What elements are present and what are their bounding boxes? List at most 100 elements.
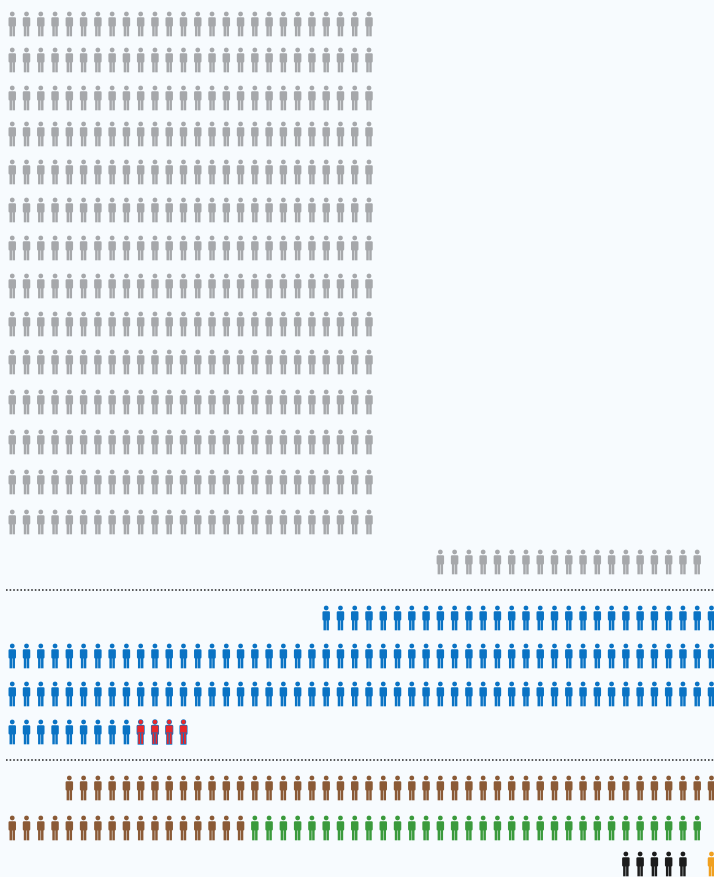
gray-group-person-icon [350,273,359,299]
gray-group-person-icon [165,85,173,111]
blue-group-person-icon [622,643,630,669]
gray-group-person-icon [279,159,288,185]
blue-group-person-icon [693,643,701,669]
blue-group-person-icon [293,681,302,707]
blue-group-person-icon [522,605,530,631]
gray-group-person-icon [236,389,245,415]
gray-group-person-icon [222,469,231,495]
gray-group-person-icon [22,273,31,299]
gray-group-person-icon [365,429,373,455]
black-group-person-icon [664,851,673,877]
gray-group-person-icon [136,509,145,535]
blue-group-person-icon [636,643,644,669]
gray-group-person-icon [136,389,145,415]
gray-group-person-icon [322,197,330,223]
gray-group-person-icon [179,311,188,337]
brown-group-person-icon [565,775,573,801]
gray-group-person-icon [65,121,74,147]
brown-group-person-icon [607,775,616,801]
gray-group-person-icon [79,235,88,261]
green-group-person-icon [365,815,373,841]
blue-group-person-icon [265,643,273,669]
gray-group-person-icon [322,429,330,455]
blue-group-person-icon [322,681,330,707]
blue-group-person-icon [236,681,245,707]
green-group-person-icon [293,815,302,841]
brown-group-person-icon [165,775,173,801]
brown-group-person-icon [593,775,602,801]
brown-group-person-icon [179,775,188,801]
gray-group-person-icon [165,311,173,337]
gray-group-person-icon [322,509,330,535]
gray-group-person-icon [251,349,259,375]
blue-group-person-icon [194,681,202,707]
gray-group-person-icon [165,429,173,455]
gray-group-person-icon [293,159,302,185]
brown-group-person-icon [136,815,145,841]
gray-group-person-icon [236,11,245,37]
gray-group-person-icon [365,273,373,299]
green-group-person-icon [565,815,573,841]
gray-group-person-icon [279,469,288,495]
gray-group-person-icon [79,509,88,535]
gray-group-person-icon [265,509,273,535]
gray-group-person-icon [51,389,59,415]
blue-group-person-icon [350,605,359,631]
green-group-person-icon [251,815,259,841]
gray-group-person-icon [308,85,316,111]
blue-group-person-icon [37,719,45,745]
gray-group-person-icon [151,197,159,223]
brown-group-person-icon [450,775,459,801]
gray-group-person-icon [550,549,559,575]
brown-group-person-icon [37,815,45,841]
gray-group-person-icon [94,11,102,37]
brown-group-person-icon [350,775,359,801]
gray-group-person-icon [222,429,231,455]
gray-group-person-icon [236,85,245,111]
brown-group-person-icon [465,775,473,801]
blue-group-person-icon [122,681,131,707]
blue-group-person-icon [536,605,544,631]
gray-group-person-icon [151,47,159,73]
gray-group-person-icon [293,273,302,299]
blue-group-person-icon [365,681,373,707]
gray-group-person-icon [122,121,131,147]
green-group-person-icon [265,815,273,841]
blue-group-person-icon [336,605,345,631]
green-group-person-icon [436,815,445,841]
gray-group-person-icon [136,349,145,375]
gray-group-person-icon [165,197,173,223]
gray-group-person-icon [94,121,102,147]
brown-group-person-icon [236,815,245,841]
blue-group-person-icon [365,605,373,631]
gray-group-person-icon [22,159,31,185]
green-group-person-icon [507,815,516,841]
gray-group-person-icon [251,273,259,299]
gray-group-person-icon [308,47,316,73]
green-group-person-icon [336,815,345,841]
blue-group-person-icon [322,605,330,631]
brown-group-person-icon [536,775,544,801]
gray-group-person-icon [336,197,345,223]
blue-group-person-icon [308,681,316,707]
gray-group-person-icon [636,549,644,575]
gray-group-person-icon [22,85,31,111]
gray-group-person-icon [308,235,316,261]
gray-group-person-icon [122,349,131,375]
gray-group-person-icon [293,311,302,337]
gray-group-person-icon [179,11,188,37]
blue-group-person-icon [593,681,602,707]
gray-group-person-icon [22,389,31,415]
gray-group-person-icon [22,121,31,147]
gray-group-person-icon [37,11,45,37]
brown-group-person-icon [479,775,487,801]
brown-group-person-icon [664,775,673,801]
gray-group-person-icon [279,47,288,73]
blue-group-person-icon [408,643,416,669]
blue-group-person-icon [65,643,74,669]
green-group-person-icon [308,815,316,841]
gray-group-person-icon [94,311,102,337]
gray-group-person-icon [265,47,273,73]
blue-group-person-icon [379,681,388,707]
